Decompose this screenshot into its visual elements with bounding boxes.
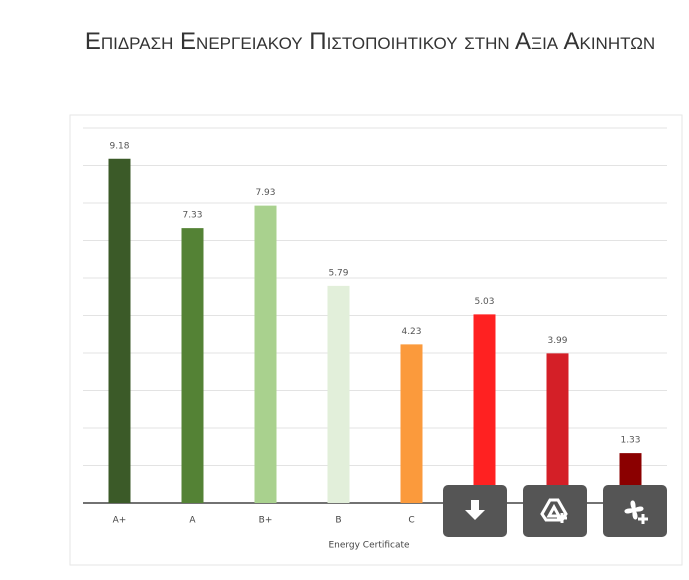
download-icon bbox=[465, 500, 485, 520]
chart-title: Επιδραση Ενεργειακου Πιστοποιητικου στην… bbox=[84, 28, 656, 55]
bar bbox=[473, 314, 496, 503]
x-tick-label: A bbox=[189, 516, 196, 526]
x-axis-label: Energy Certificate bbox=[328, 541, 410, 551]
bar bbox=[108, 158, 131, 503]
data-label: 5.79 bbox=[328, 268, 348, 278]
bar bbox=[254, 205, 277, 503]
x-tick-label: B bbox=[335, 516, 341, 526]
data-label: 3.99 bbox=[547, 336, 567, 346]
drive-icon bbox=[540, 498, 568, 523]
x-tick-label: A+ bbox=[113, 516, 127, 526]
bar bbox=[327, 285, 350, 503]
pinwheel-icon bbox=[624, 500, 648, 524]
data-label: 4.23 bbox=[401, 327, 421, 337]
add-to-collection-button[interactable] bbox=[603, 485, 667, 537]
data-label: 1.33 bbox=[620, 436, 640, 446]
bar bbox=[181, 228, 204, 503]
data-label: 9.18 bbox=[109, 141, 129, 151]
x-tick-label: B+ bbox=[259, 516, 273, 526]
save-to-drive-button[interactable] bbox=[523, 485, 587, 537]
chart-frame bbox=[69, 114, 683, 566]
x-tick-label: C bbox=[408, 516, 414, 526]
download-button[interactable] bbox=[443, 485, 507, 537]
bar bbox=[546, 353, 569, 503]
data-label: 7.93 bbox=[255, 188, 275, 198]
bar bbox=[400, 344, 423, 503]
data-label: 7.33 bbox=[182, 211, 202, 221]
data-label: 5.03 bbox=[474, 297, 494, 307]
